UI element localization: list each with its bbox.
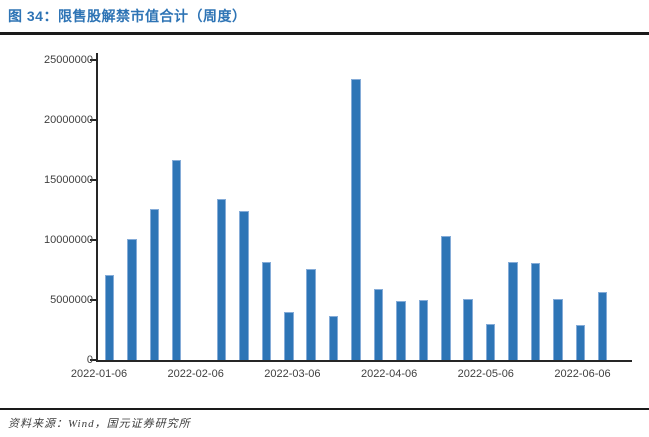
bar (104, 274, 115, 360)
bar (171, 159, 182, 360)
y-tick-label: 0 (86, 353, 93, 366)
bar (396, 301, 406, 360)
y-tick-mark (90, 179, 96, 181)
footer-divider (0, 408, 649, 410)
source-note: 资料来源：Wind，国元证券研究所 (8, 418, 191, 430)
y-tick-mark (90, 239, 96, 241)
y-tick-mark (90, 59, 96, 61)
y-tick-mark (90, 299, 96, 301)
title-divider (0, 32, 649, 35)
bar-chart: 0 5000000 10000000 15000000 20000000 25000000… (44, 53, 632, 380)
x-tick-label: 2022-03-06 (264, 368, 321, 380)
bar (597, 291, 608, 360)
bar (306, 268, 316, 360)
y-tick-label: 20000000 (44, 113, 93, 126)
bar (418, 300, 429, 360)
y-axis-line (96, 53, 98, 362)
y-tick-mark (90, 359, 96, 361)
bar (127, 238, 137, 360)
bar (485, 324, 496, 360)
x-axis-line (96, 360, 632, 362)
bar (328, 315, 339, 360)
bar (508, 261, 518, 360)
x-tick-label: 2022-01-06 (70, 368, 128, 380)
bar (553, 298, 563, 360)
bar (239, 211, 249, 360)
bar (463, 298, 473, 360)
bar (149, 208, 160, 360)
x-tick-label: 2022-02-06 (167, 368, 224, 380)
y-tick-label: 10000000 (44, 233, 93, 246)
x-tick-label: 2022-05-06 (457, 368, 514, 380)
x-tick-label: 2022-04-06 (360, 368, 418, 380)
figure-title: 图 34：限售股解禁市值合计（周度） (8, 8, 247, 24)
bar (216, 199, 227, 360)
bar (373, 289, 384, 360)
bar (284, 312, 294, 360)
bar (575, 325, 586, 360)
y-tick-mark (90, 119, 96, 121)
y-tick-label: 5000000 (50, 293, 93, 306)
bar (351, 79, 361, 360)
bar (441, 236, 451, 360)
bar (530, 262, 541, 360)
y-tick-label: 15000000 (44, 173, 93, 186)
bar (261, 261, 272, 360)
y-tick-label: 25000000 (44, 53, 93, 66)
x-tick-label: 2022-06-06 (554, 368, 611, 380)
